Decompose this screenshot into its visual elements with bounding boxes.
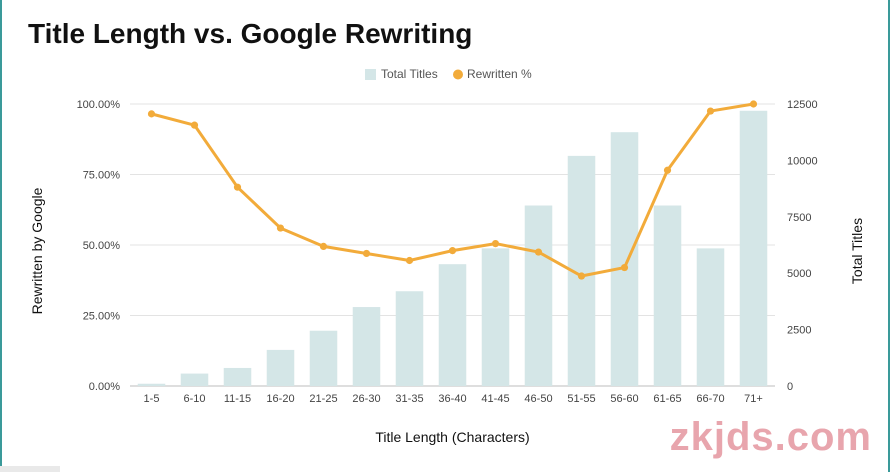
- rewritten-point: [620, 263, 629, 272]
- x-tick-label: 51-55: [567, 393, 595, 405]
- bar: [223, 367, 252, 386]
- x-tick-label: 26-30: [352, 393, 380, 405]
- legend-swatch-rewritten: [453, 69, 463, 80]
- bar: [524, 205, 553, 386]
- legend-label-rewritten: Rewritten %: [467, 67, 532, 81]
- x-tick-label: 41-45: [481, 393, 509, 405]
- x-tick-label: 21-25: [309, 393, 337, 405]
- y-right-tick-label: 10000: [787, 155, 818, 167]
- y-left-tick-label: 50.00%: [83, 240, 121, 252]
- bar: [653, 205, 682, 386]
- y-right-tick-label: 2500: [787, 325, 811, 337]
- rewritten-point: [405, 256, 414, 265]
- rewritten-point: [448, 247, 457, 255]
- rewritten-point: [534, 248, 543, 256]
- bar: [309, 330, 338, 386]
- x-tick-label: 16-20: [266, 393, 294, 405]
- rewritten-point: [319, 242, 328, 251]
- legend-swatch-total-titles: [365, 69, 376, 80]
- bar: [739, 110, 768, 386]
- rewritten-point: [190, 121, 199, 129]
- legend: Total Titles Rewritten %: [365, 67, 532, 81]
- bar: [266, 349, 295, 386]
- y-right-tick-label: 7500: [787, 212, 811, 224]
- rewritten-point: [362, 249, 371, 258]
- x-tick-label: 11-15: [224, 393, 251, 405]
- x-tick-label: 36-40: [438, 393, 466, 405]
- y-right-tick-label: 5000: [787, 268, 811, 280]
- bar: [180, 373, 209, 386]
- rewritten-point: [577, 272, 586, 280]
- x-axis-title: Title Length (Characters): [375, 429, 529, 445]
- y-left-tick-label: 100.00%: [77, 99, 121, 111]
- x-tick-label: 1-5: [144, 393, 160, 405]
- y-right-tick-label: 0: [787, 381, 793, 393]
- bar: [137, 383, 166, 386]
- line-rewritten-percent: [147, 100, 758, 280]
- x-tick-label: 56-60: [610, 393, 638, 405]
- y-left-tick-label: 0.00%: [89, 381, 120, 393]
- bars-total-titles: [137, 110, 768, 386]
- rewritten-point: [749, 100, 758, 108]
- bar: [395, 291, 424, 386]
- x-tick-label: 71+: [744, 393, 763, 405]
- chart-title: Title Length vs. Google Rewriting: [28, 18, 473, 49]
- y-right-tick-label: 12500: [787, 99, 818, 111]
- bar: [610, 132, 639, 386]
- bottom-strip: [0, 466, 60, 472]
- rewritten-point: [663, 166, 672, 174]
- bar: [438, 264, 467, 386]
- bar: [696, 248, 725, 386]
- y-left-tick-label: 25.00%: [83, 311, 121, 323]
- rewritten-point: [491, 239, 500, 248]
- x-tick-label: 61-65: [653, 393, 681, 405]
- x-tick-label: 66-70: [696, 393, 724, 405]
- rewritten-point: [706, 107, 715, 115]
- bar: [481, 248, 510, 386]
- y-right-axis-title: Total Titles: [849, 218, 865, 284]
- bar: [352, 307, 381, 386]
- rewritten-point: [147, 110, 156, 118]
- watermark-text: zkjds.com: [669, 415, 872, 459]
- legend-label-total-titles: Total Titles: [381, 67, 438, 81]
- x-tick-label: 46-50: [524, 393, 552, 405]
- rewritten-point: [233, 183, 242, 191]
- x-tick-label: 6-10: [183, 393, 205, 405]
- y-left-axis-title: Rewritten by Google: [29, 187, 45, 314]
- y-left-tick-label: 75.00%: [83, 170, 121, 182]
- rewritten-point: [276, 224, 285, 232]
- axes: 0.00% 25.00% 50.00% 75.00% 100.00% 0 2500 5000 7…: [29, 99, 865, 445]
- x-tick-label: 31-35: [395, 393, 423, 405]
